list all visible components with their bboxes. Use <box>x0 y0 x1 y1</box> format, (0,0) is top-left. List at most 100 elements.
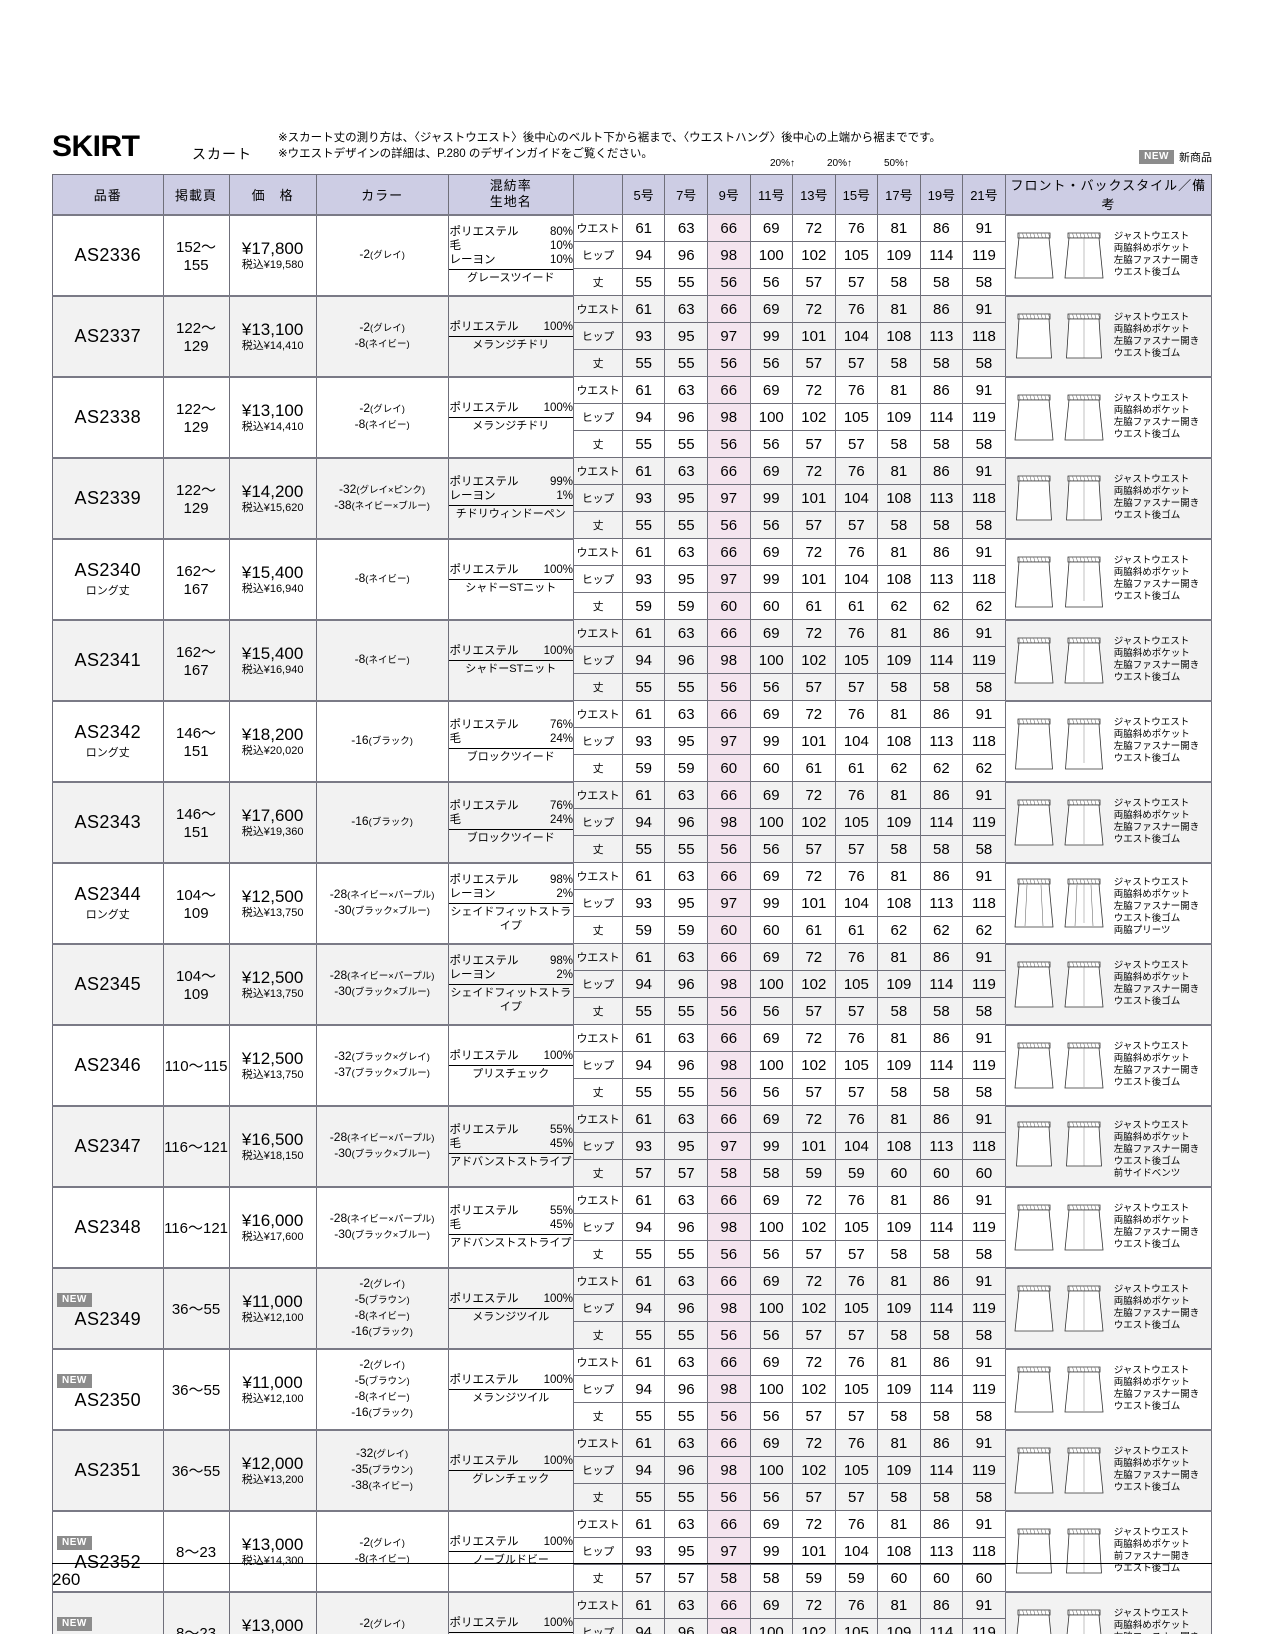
product-code-cell[interactable]: AS2337 <box>52 294 164 377</box>
color-option[interactable]: -28(ネイビー×パープル) <box>329 887 435 901</box>
size-value: 55 <box>621 1402 666 1430</box>
size-value: 69 <box>749 376 794 404</box>
color-option[interactable]: -38(ネイビー×ブルー) <box>334 498 430 512</box>
catalog-pages-cell[interactable]: 110～115 <box>162 1023 230 1106</box>
color-option[interactable]: -16(ブラック) <box>351 1324 413 1338</box>
measure-label: ヒップ <box>573 241 623 269</box>
color-option[interactable]: -8(ネイビー) <box>354 336 410 350</box>
color-option[interactable]: -35(ブラウン) <box>351 1462 413 1476</box>
color-option[interactable]: -5(ブラウン) <box>354 1292 410 1306</box>
size-value: 119 <box>962 1375 1006 1403</box>
catalog-pages-cell[interactable]: 104～109 <box>162 942 230 1025</box>
color-option[interactable]: -8(ネイビー) <box>354 652 410 666</box>
catalog-pages-cell[interactable]: 146～151 <box>162 699 230 782</box>
color-option[interactable]: -2(グレイ) <box>359 401 405 415</box>
color-option[interactable]: -32(ブラック×グレイ) <box>334 1049 430 1063</box>
catalog-pages-cell[interactable]: 36～55 <box>162 1266 230 1349</box>
product-code-cell[interactable]: NEW AS2349 <box>52 1266 164 1349</box>
size-value: 86 <box>919 295 964 323</box>
color-cell: -28(ネイビー×パープル) -30(ブラック×ブルー) <box>315 1185 449 1268</box>
product-code-cell[interactable]: NEW AS2350 <box>52 1347 164 1430</box>
color-option[interactable]: -30(ブラック×ブルー) <box>334 984 430 998</box>
color-option[interactable]: -2(グレイ) <box>359 1535 405 1549</box>
catalog-pages-cell[interactable]: 152～155 <box>162 213 230 296</box>
product-code-cell[interactable]: AS2343 <box>52 780 164 863</box>
catalog-pages-cell[interactable]: 8～23 <box>162 1590 230 1634</box>
color-option[interactable]: -8(ネイビー) <box>317 1632 448 1634</box>
product-code-cell[interactable]: NEW AS2352 <box>52 1509 164 1592</box>
product-code-cell[interactable]: AS2339 <box>52 456 164 539</box>
color-option[interactable]: -28(ネイビー×パープル) <box>329 968 435 982</box>
color-option[interactable]: -8(ネイビー) <box>354 1389 410 1403</box>
color-option[interactable]: -2(グレイ) <box>359 247 405 261</box>
catalog-pages-cell[interactable]: 36～55 <box>162 1428 230 1511</box>
size-value: 119 <box>962 241 1006 269</box>
product-code-cell[interactable]: AS2347 <box>52 1104 164 1187</box>
color-option[interactable]: -2(グレイ) <box>359 320 405 334</box>
catalog-pages-cell[interactable]: 116～121 <box>162 1185 230 1268</box>
color-option[interactable]: -2(グレイ) <box>359 1276 405 1290</box>
color-option[interactable]: -2(グレイ) <box>359 1357 405 1371</box>
size-value: 56 <box>749 673 794 701</box>
color-option[interactable]: -5(ブラウン) <box>354 1373 410 1387</box>
size-value: 61 <box>621 700 666 728</box>
th-size-13: 13号 <box>792 174 836 215</box>
product-code-cell[interactable]: NEWAS2353 <box>52 1590 164 1634</box>
color-option[interactable]: -8(ネイビー) <box>354 417 410 431</box>
table-subrow: 丈 55 55 56 56 57 57 58 58 58 <box>53 430 1212 458</box>
catalog-pages-cell[interactable]: 36～55 <box>162 1347 230 1430</box>
color-option[interactable]: -16(ブラック) <box>351 733 413 747</box>
color-option[interactable]: -16(ブラック) <box>351 814 413 828</box>
catalog-pages-cell[interactable]: 122～129 <box>162 375 230 458</box>
size-value: 59 <box>792 1159 836 1187</box>
product-code-cell[interactable]: AS2341 <box>52 618 164 701</box>
product-code-cell[interactable]: AS2340 ロング丈 <box>52 537 164 620</box>
color-option[interactable]: -16(ブラック) <box>351 1405 413 1419</box>
color-option[interactable]: -8(ネイビー) <box>354 1308 410 1322</box>
catalog-pages-cell[interactable]: 122～129 <box>162 456 230 539</box>
product-code-cell[interactable]: AS2344 ロング丈 <box>52 861 164 944</box>
color-option[interactable]: -8(ネイビー) <box>354 1551 410 1565</box>
front-style-icon <box>1010 956 1058 1016</box>
color-option[interactable]: -32(グレイ×ピンク) <box>338 482 426 496</box>
catalog-pages-cell[interactable]: 162～167 <box>162 618 230 701</box>
fabric-composition: ポリエステル 100% <box>449 564 573 576</box>
catalog-pages-cell[interactable]: 146～151 <box>162 780 230 863</box>
style-figures <box>1006 547 1110 611</box>
product-code-cell[interactable]: AS2336 <box>52 213 164 296</box>
size-value: 58 <box>919 349 964 377</box>
product-code-cell[interactable]: AS2348 <box>52 1185 164 1268</box>
color-option[interactable]: -28(ネイビー×パープル) <box>329 1211 435 1225</box>
color-option[interactable]: -30(ブラック×ブルー) <box>334 1227 430 1241</box>
product-code-cell[interactable]: AS2338 <box>52 375 164 458</box>
size-value: 62 <box>962 592 1006 620</box>
size-value: 102 <box>792 646 836 674</box>
catalog-pages-cell[interactable]: 122～129 <box>162 294 230 377</box>
color-option[interactable]: -30(ブラック×ブルー) <box>334 903 430 917</box>
size-value: 91 <box>962 376 1006 404</box>
color-option[interactable]: -38(ネイビー) <box>351 1478 413 1492</box>
size-value: 57 <box>834 268 879 296</box>
product-code-cell[interactable]: AS2351 <box>52 1428 164 1511</box>
color-option[interactable]: -28(ネイビー×パープル) <box>329 1130 435 1144</box>
size-value: 86 <box>919 1024 964 1052</box>
product-code: AS2346 <box>74 1054 142 1075</box>
price-value: ¥17,800 <box>241 238 304 258</box>
size-value: 119 <box>962 1456 1006 1484</box>
color-option[interactable]: -2(グレイ) <box>359 1616 405 1630</box>
product-code-cell[interactable]: AS2345 <box>52 942 164 1025</box>
color-option[interactable]: -32(グレイ) <box>356 1446 409 1460</box>
product-code-cell[interactable]: AS2346 <box>52 1023 164 1106</box>
catalog-pages-cell[interactable]: 104～109 <box>162 861 230 944</box>
product-code-cell[interactable]: AS2342 ロング丈 <box>52 699 164 782</box>
catalog-pages-cell[interactable]: 162～167 <box>162 537 230 620</box>
measure-label: ヒップ <box>573 403 623 431</box>
catalog-pages-cell[interactable]: 116～121 <box>162 1104 230 1187</box>
remark-line: ウエスト後ゴム <box>1113 429 1181 440</box>
color-option[interactable]: -8(ネイビー) <box>354 571 410 585</box>
color-option[interactable]: -37(ブラック×ブルー) <box>334 1065 430 1079</box>
size-value: 93 <box>621 484 666 512</box>
size-value: 56 <box>749 349 794 377</box>
color-option[interactable]: -30(ブラック×ブルー) <box>334 1146 430 1160</box>
catalog-pages-cell[interactable]: 8～23 <box>162 1509 230 1592</box>
